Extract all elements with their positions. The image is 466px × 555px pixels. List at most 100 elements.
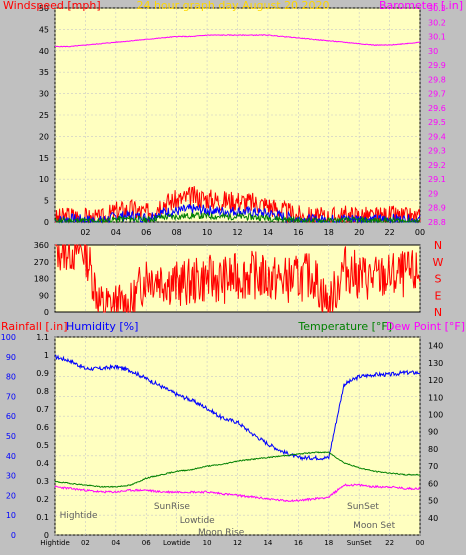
temperature-line xyxy=(54,451,421,488)
ytick-wind: 20 xyxy=(39,132,49,141)
xtick-label-bottom: Hightide xyxy=(40,539,70,547)
compass-label: N xyxy=(434,306,442,319)
ytick-baro: 29.8 xyxy=(428,75,446,84)
ytick-humidity: 0 xyxy=(11,531,16,540)
ytick-temp: 120 xyxy=(428,376,443,385)
humidity-axis-label: Humidity [%] xyxy=(66,320,138,333)
ytick-temp: 70 xyxy=(428,462,438,471)
ytick-baro: 29.4 xyxy=(428,132,446,141)
xtick-label: 22 xyxy=(384,228,394,237)
ytick-rain: 0 xyxy=(44,531,49,540)
ytick-wind: 5 xyxy=(44,197,49,206)
compass-label: E xyxy=(435,289,442,302)
xtick-label: 18 xyxy=(324,228,334,237)
ytick-baro: 29.6 xyxy=(428,104,446,113)
event-annotation: Hightide xyxy=(60,511,98,521)
ytick-humidity: 10 xyxy=(6,511,16,520)
barometer-axis-label: Barometer [.in] xyxy=(379,0,463,12)
ytick-baro: 29.2 xyxy=(428,161,446,170)
ytick-wind: 30 xyxy=(39,90,49,99)
xtick-label-bottom: 14 xyxy=(263,539,272,547)
ytick-baro: 30 xyxy=(428,47,438,56)
ytick-wind: 10 xyxy=(39,175,49,184)
xtick-label: 20 xyxy=(354,228,364,237)
wind-direction-line xyxy=(55,243,421,313)
xtick-label: 10 xyxy=(202,228,212,237)
ytick-wind: 50 xyxy=(39,4,49,13)
xtick-label-bottom: 04 xyxy=(111,539,120,547)
xtick-label: 04 xyxy=(111,228,121,237)
ytick-humidity: 90 xyxy=(6,353,16,362)
ytick-temp: 110 xyxy=(428,393,443,402)
xtick-label-bottom: 00 xyxy=(416,539,425,547)
ytick-temp: 140 xyxy=(428,342,443,351)
chart-title: 24 hour graph day August 20 2020 xyxy=(136,0,329,12)
ytick-baro: 30.3 xyxy=(428,4,446,13)
ytick-baro: 28.8 xyxy=(428,218,446,227)
xtick-label-bottom: 10 xyxy=(203,539,212,547)
ytick-rain: 0.9 xyxy=(36,369,49,378)
event-annotation: Lowtide xyxy=(180,516,215,526)
ytick-direction: 360 xyxy=(34,241,49,250)
xtick-label-bottom: 12 xyxy=(233,539,242,547)
xtick-label: 14 xyxy=(263,228,273,237)
ytick-baro: 29.3 xyxy=(428,147,446,156)
ytick-direction: 180 xyxy=(34,275,49,284)
ytick-humidity: 100 xyxy=(1,333,16,342)
ytick-baro: 29 xyxy=(428,189,438,198)
ytick-rain: 0.6 xyxy=(36,423,49,432)
barometer-line xyxy=(54,34,421,48)
ytick-wind: 45 xyxy=(39,25,49,34)
xtick-label-bottom: 18 xyxy=(324,539,333,547)
compass-label: W xyxy=(433,256,444,269)
ytick-rain: 0.1 xyxy=(36,513,49,522)
ytick-rain: 1 xyxy=(44,351,49,360)
ytick-rain: 0.8 xyxy=(36,387,49,396)
ytick-baro: 29.9 xyxy=(428,61,446,70)
ytick-humidity: 50 xyxy=(6,432,16,441)
xtick-label-bottom: SunSet xyxy=(347,539,372,547)
xtick-label: 08 xyxy=(172,228,182,237)
ytick-baro: 29.1 xyxy=(428,175,446,184)
ytick-rain: 0.4 xyxy=(36,459,49,468)
ytick-humidity: 20 xyxy=(6,491,16,500)
ytick-temp: 90 xyxy=(428,428,438,437)
ytick-temp: 60 xyxy=(428,479,438,488)
rainfall-axis-label: Rainfall [.in] xyxy=(1,320,68,333)
ytick-wind: 15 xyxy=(39,154,49,163)
ytick-rain: 1.1 xyxy=(36,333,49,342)
xtick-label-bottom: Lowtide xyxy=(163,539,190,547)
ytick-rain: 0.2 xyxy=(36,495,49,504)
ytick-baro: 30.2 xyxy=(428,18,446,27)
ytick-humidity: 40 xyxy=(6,452,16,461)
event-annotation: Moon Rise xyxy=(198,528,245,538)
compass-label: S xyxy=(435,273,442,286)
ytick-humidity: 60 xyxy=(6,412,16,421)
ytick-temp: 100 xyxy=(428,410,443,419)
ytick-temp: 50 xyxy=(428,497,438,506)
ytick-baro: 28.9 xyxy=(428,204,446,213)
ytick-wind: 25 xyxy=(39,111,49,120)
dewpoint-line xyxy=(54,483,421,503)
ytick-rain: 0.5 xyxy=(36,441,49,450)
windlow-line xyxy=(54,211,421,224)
windspeed-axis-label: Windspeed [mph] xyxy=(3,0,101,12)
xtick-label-bottom: 06 xyxy=(142,539,151,547)
temperature-axis-label: Temperature [°F] xyxy=(297,320,392,333)
xtick-label-bottom: 02 xyxy=(81,539,90,547)
ytick-direction: 270 xyxy=(34,258,49,267)
ytick-temp: 40 xyxy=(428,514,438,523)
ytick-direction: 90 xyxy=(39,291,49,300)
ytick-humidity: 70 xyxy=(6,392,16,401)
compass-label: N xyxy=(434,239,442,252)
ytick-baro: 29.5 xyxy=(428,118,446,127)
xtick-label: 12 xyxy=(232,228,242,237)
ytick-rain: 0.3 xyxy=(36,477,49,486)
ytick-temp: 130 xyxy=(428,359,443,368)
xtick-label-bottom: 16 xyxy=(294,539,303,547)
ytick-direction: 0 xyxy=(44,308,49,317)
ytick-wind: 0 xyxy=(44,218,49,227)
xtick-label: 00 xyxy=(415,228,425,237)
event-annotation: Moon Set xyxy=(353,521,396,531)
